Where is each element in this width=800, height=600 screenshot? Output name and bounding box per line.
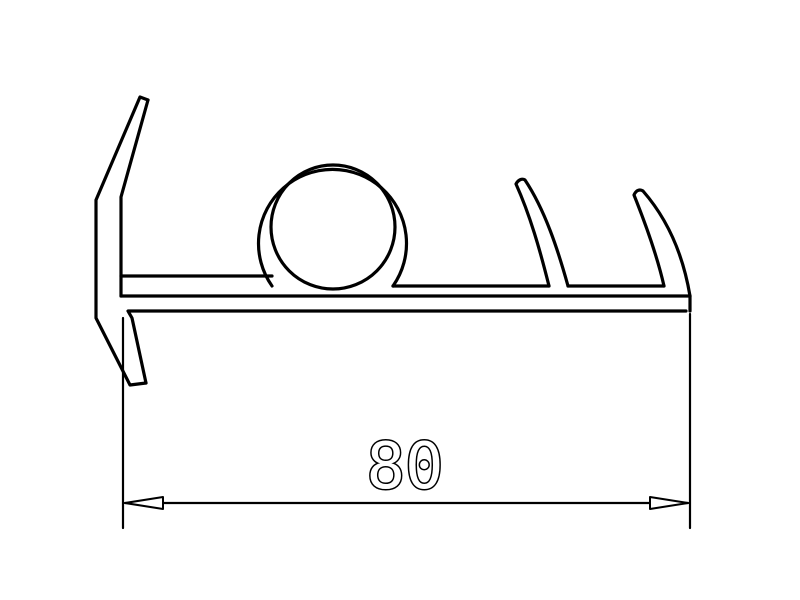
bulb-inner <box>269 163 397 291</box>
dimension-value: 80 <box>366 430 443 504</box>
left-flange-upper-inner-edge <box>119 98 274 278</box>
width-dimension: 80 <box>121 312 692 530</box>
left-flange-lower-inner-edge <box>126 309 688 385</box>
seal-profile <box>94 95 692 387</box>
left-flange-outer-edge <box>94 95 150 387</box>
arrowhead-right <box>649 496 689 510</box>
sealing-fin-2 <box>632 188 692 298</box>
arrowhead-left <box>124 496 164 510</box>
bulb-outer <box>256 167 409 288</box>
sealing-fin-1 <box>514 177 570 288</box>
